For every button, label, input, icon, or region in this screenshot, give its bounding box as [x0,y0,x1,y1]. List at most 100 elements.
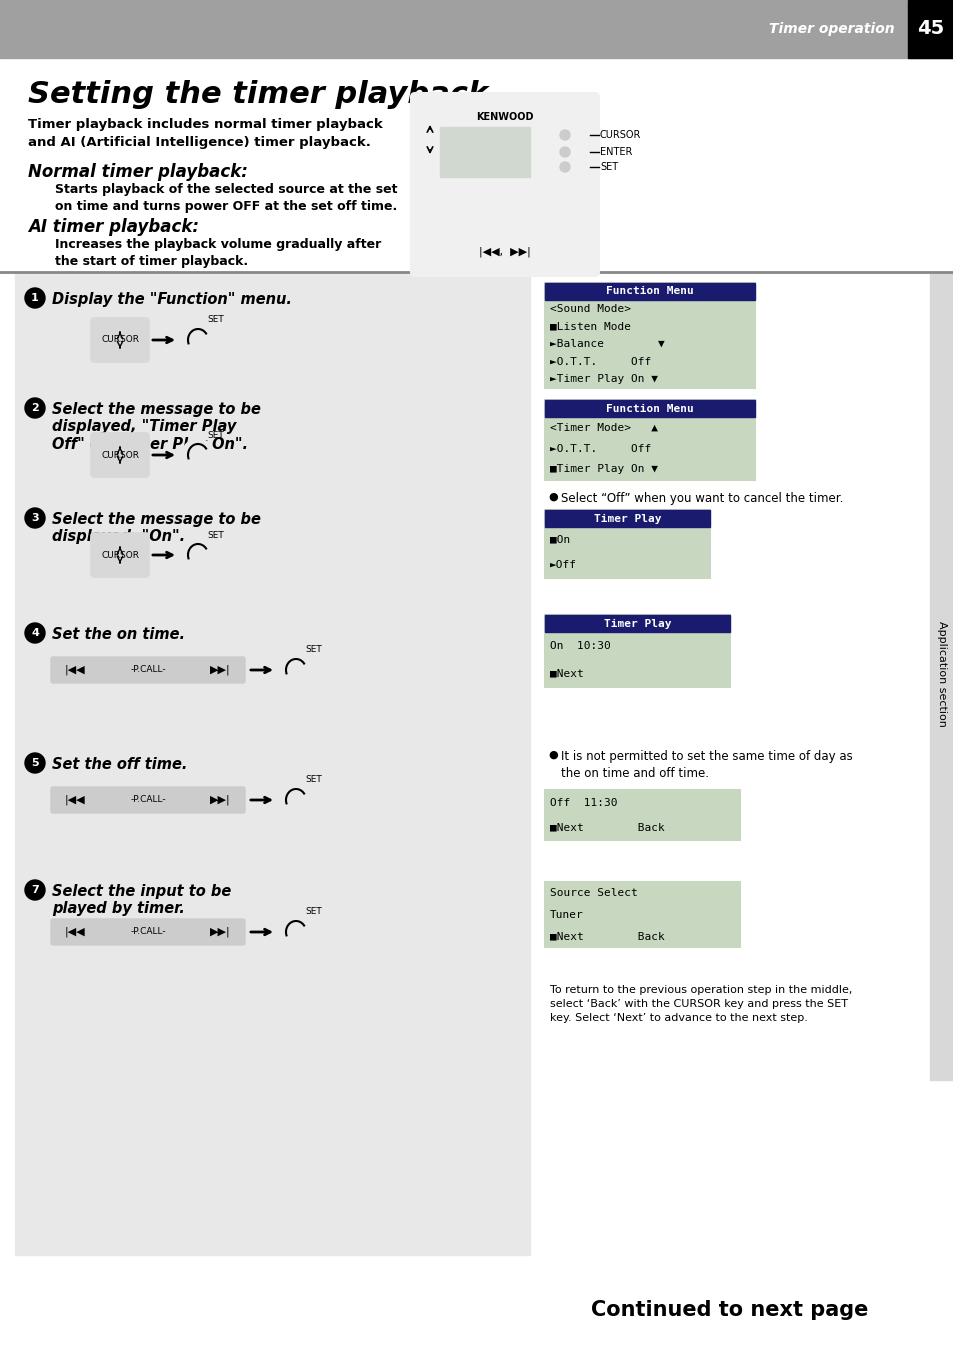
Bar [544,615,729,688]
Text: 5: 5 [31,758,39,767]
Text: <Sound Mode>: <Sound Mode> [550,304,630,313]
Text: Increases the playback volume gradually after
the start of timer playback.: Increases the playback volume gradually … [55,238,381,267]
Text: SET: SET [305,908,322,916]
Text: |◀◀: |◀◀ [65,665,86,676]
Text: ■Next        Back: ■Next Back [550,931,664,942]
Bar [544,400,754,417]
Text: |◀◀: |◀◀ [65,794,86,805]
Circle shape [280,784,312,816]
Text: CURSOR: CURSOR [599,130,640,141]
Text: Off  11:30: Off 11:30 [550,797,617,808]
Text: |◀◀: |◀◀ [65,927,86,938]
Text: SET: SET [208,431,224,439]
Circle shape [559,162,569,172]
Bar [439,127,530,177]
Text: ●: ● [547,492,558,503]
Text: 7: 7 [31,885,39,894]
Text: Starts playback of the selected source at the set
on time and turns power OFF at: Starts playback of the selected source a… [55,182,397,213]
Circle shape [280,916,312,948]
Text: Display the "Function" menu.: Display the "Function" menu. [52,292,292,307]
Circle shape [182,439,213,471]
Text: Continued to next page: Continued to next page [591,1300,868,1320]
Text: Timer playback includes normal timer playback
and AI (Artificial Intelligence) t: Timer playback includes normal timer pla… [28,118,382,149]
Text: ■Next        Back: ■Next Back [550,823,664,832]
Text: KENWOOD: KENWOOD [476,112,533,122]
Circle shape [25,753,45,773]
Text: 1: 1 [31,293,39,303]
Text: <Timer Mode>   ▲: <Timer Mode> ▲ [550,423,658,432]
Text: ►Balance        ▼: ►Balance ▼ [550,339,664,349]
Circle shape [559,147,569,157]
Text: CURSOR: CURSOR [101,335,139,345]
Circle shape [182,324,213,357]
Text: Setting the timer playback: Setting the timer playback [28,80,488,109]
Text: Timer operation: Timer operation [768,22,894,36]
Text: ●: ● [547,750,558,761]
Bar [544,282,754,388]
Bar [544,615,729,632]
Text: ►Off: ►Off [550,561,577,570]
Text: ►Timer Play On ▼: ►Timer Play On ▼ [550,374,658,384]
Text: Application section: Application section [936,621,946,727]
Text: |◀◀,  ▶▶|: |◀◀, ▶▶| [478,247,530,257]
Text: Normal timer playback:: Normal timer playback: [28,163,248,181]
FancyBboxPatch shape [91,434,149,477]
Text: 4: 4 [31,628,39,638]
Circle shape [280,654,312,686]
Text: AI timer playback:: AI timer playback: [28,218,199,236]
FancyBboxPatch shape [51,657,245,684]
Text: On  10:30: On 10:30 [550,640,610,651]
Text: Select the message to be
displayed, "Timer Play
Off" or "Timer Play On".: Select the message to be displayed, "Tim… [52,403,260,451]
Text: 2: 2 [31,403,39,413]
Text: Source Select: Source Select [550,888,638,898]
Text: ►O.T.T.     Off: ►O.T.T. Off [550,357,651,366]
Text: Select “Off” when you want to cancel the timer.: Select “Off” when you want to cancel the… [560,492,842,505]
Text: ▶▶|: ▶▶| [211,794,231,805]
Text: 45: 45 [917,19,943,38]
Text: ▶▶|: ▶▶| [211,665,231,676]
Text: 3: 3 [31,513,39,523]
Text: ENTER: ENTER [599,147,632,157]
Text: Select the message to be
displayed, "On".: Select the message to be displayed, "On"… [52,512,260,544]
Text: SET: SET [305,775,322,785]
Circle shape [559,130,569,141]
FancyBboxPatch shape [51,788,245,813]
Bar [544,790,740,840]
Bar [544,509,709,527]
Text: SET: SET [305,646,322,654]
Bar [544,882,740,947]
Text: ■Listen Mode: ■Listen Mode [550,322,630,331]
Text: ▶▶|: ▶▶| [211,927,231,938]
Text: It is not permitted to set the same time of day as
the on time and off time.: It is not permitted to set the same time… [560,750,852,780]
Bar [15,272,530,1255]
Text: Function Menu: Function Menu [605,286,693,296]
FancyBboxPatch shape [411,93,598,276]
Text: ■On: ■On [550,535,570,544]
Text: ■Next: ■Next [550,669,583,678]
Bar [0,0,953,58]
Text: CURSOR: CURSOR [101,550,139,559]
Text: CURSOR: CURSOR [101,450,139,459]
Text: Timer Play: Timer Play [593,513,660,524]
Text: Set the off time.: Set the off time. [52,757,187,771]
Text: ►O.T.T.     Off: ►O.T.T. Off [550,443,651,454]
Circle shape [25,508,45,528]
Bar [929,272,953,1079]
Text: To return to the previous operation step in the middle,
select ‘Back’ with the C: To return to the previous operation step… [550,985,851,1023]
Text: SET: SET [599,162,618,172]
Text: -P.CALL-: -P.CALL- [130,666,166,674]
FancyBboxPatch shape [539,950,919,1020]
Text: -P.CALL-: -P.CALL- [130,928,166,936]
FancyBboxPatch shape [91,534,149,577]
FancyBboxPatch shape [91,317,149,362]
Text: Select the input to be
played by timer.: Select the input to be played by timer. [52,884,231,916]
Bar [544,509,709,578]
Circle shape [182,539,213,571]
Text: -P.CALL-: -P.CALL- [130,796,166,804]
Text: SET: SET [208,531,224,539]
Text: ■Timer Play On ▼: ■Timer Play On ▼ [550,465,658,474]
FancyBboxPatch shape [51,919,245,944]
Text: Tuner: Tuner [550,909,583,920]
Circle shape [25,399,45,417]
Circle shape [25,288,45,308]
